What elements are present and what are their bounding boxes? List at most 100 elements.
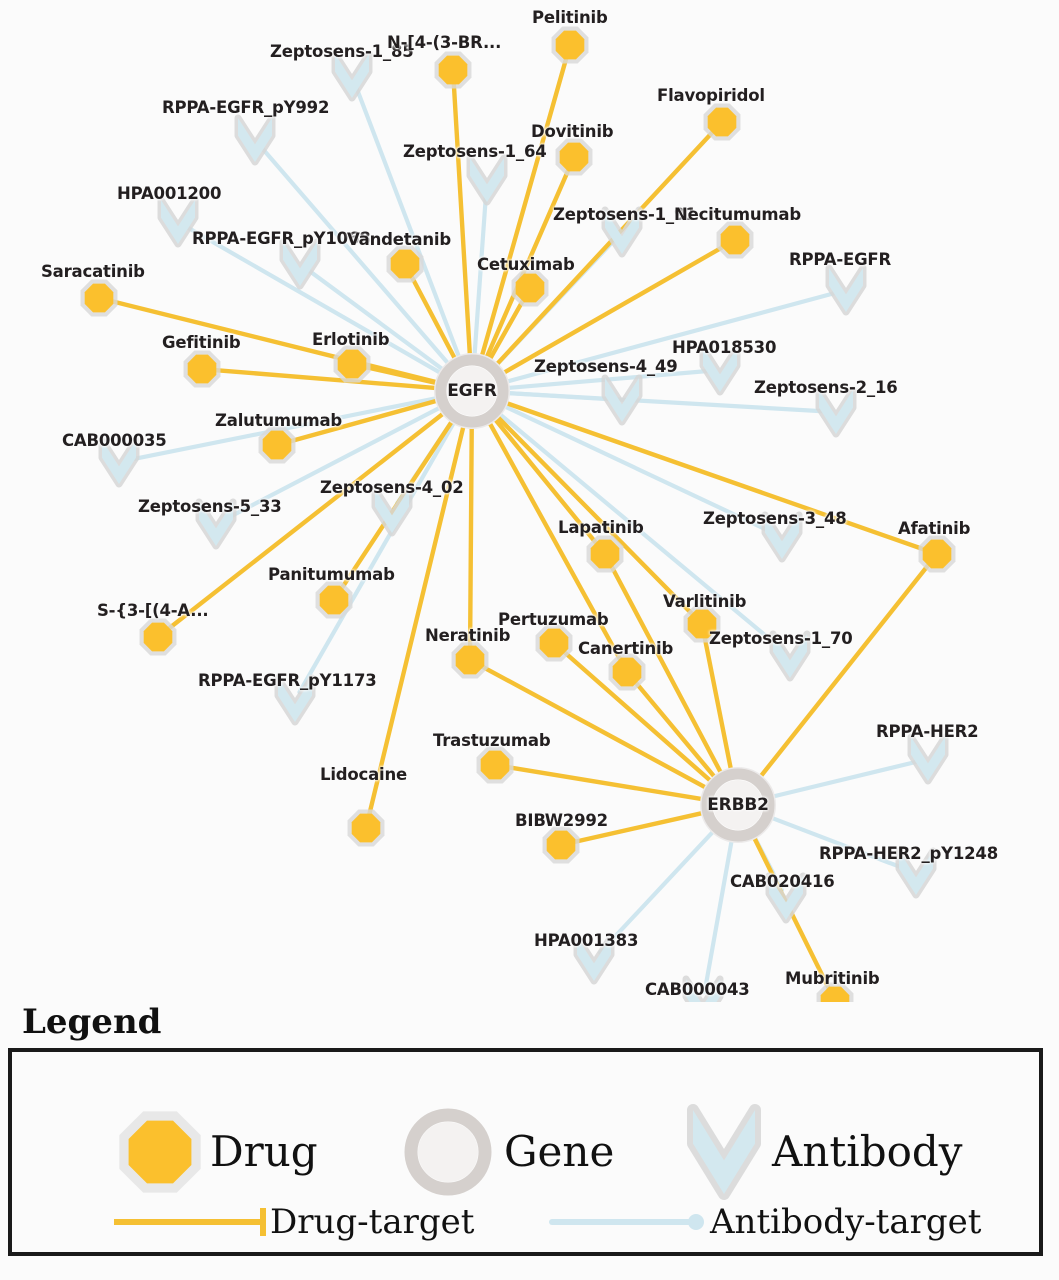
drug-node[interactable]: [183, 350, 221, 388]
antibody-edge: [305, 267, 454, 378]
antibody-node[interactable]: [895, 847, 937, 899]
gene-node[interactable]: [700, 767, 776, 843]
antibody-edge: [183, 224, 452, 381]
antibody-node[interactable]: [195, 498, 237, 550]
legend-gene-ring: [404, 1108, 492, 1196]
legend-gene-interior: [418, 1122, 478, 1182]
antibody-edge: [471, 186, 489, 368]
drug-edge: [483, 297, 526, 369]
drug-node[interactable]: [333, 345, 371, 383]
drug-node[interactable]: [434, 51, 472, 89]
drug-label: Vandetanib: [347, 230, 451, 249]
drug-icon: [187, 354, 217, 384]
antibody-icon: [605, 378, 639, 422]
network-svg: [80, 26, 956, 1027]
antibody-node[interactable]: [825, 264, 867, 316]
drug-label: Flavopiridol: [657, 86, 765, 105]
drug-label: S-{3-[(4-A...: [97, 601, 209, 620]
drug-node[interactable]: [683, 605, 721, 643]
drug-edge: [409, 274, 462, 369]
antibody-node[interactable]: [274, 674, 316, 726]
drug-label: Neratinib: [425, 626, 511, 645]
drug-icon: [707, 107, 737, 137]
drug-label: Varlitinib: [663, 592, 747, 611]
antibody-node[interactable]: [573, 933, 615, 985]
drug-edge: [166, 406, 453, 631]
antibody-edge: [221, 400, 452, 522]
antibody-node[interactable]: [234, 114, 276, 166]
antibody-node[interactable]: [371, 485, 413, 537]
gene-ring: [435, 354, 509, 428]
antibody-node[interactable]: [601, 206, 643, 258]
drug-node[interactable]: [511, 269, 549, 307]
antibody-node[interactable]: [98, 436, 140, 488]
drug-icon: [922, 539, 952, 569]
antibody-label: Zeptosens-1_85: [270, 42, 414, 61]
drug-icon: [687, 609, 717, 639]
drug-label: Cetuximab: [477, 255, 575, 274]
antibody-icon: [911, 737, 945, 781]
drug-node[interactable]: [586, 535, 624, 573]
drug-node[interactable]: [258, 426, 296, 464]
drug-node[interactable]: [139, 618, 177, 656]
drug-node[interactable]: [315, 581, 353, 619]
legend: Legend Drug Gene Antibody Drug-target Antibo…: [0, 1002, 1059, 1280]
antibody-node[interactable]: [157, 196, 199, 248]
legend-title: Legend: [22, 1002, 162, 1042]
antibody-node[interactable]: [601, 374, 643, 426]
antibody-label: Zeptosens-2_16: [754, 378, 898, 397]
drug-label: Afatinib: [898, 519, 971, 538]
legend-svg: [114, 1104, 761, 1236]
antibody-node[interactable]: [699, 344, 741, 396]
antibody-icon: [899, 851, 933, 895]
drug-node[interactable]: [716, 221, 754, 259]
drug-node[interactable]: [703, 103, 741, 141]
legend-antibody-label: Antibody: [772, 1127, 963, 1176]
drug-node[interactable]: [551, 26, 589, 64]
drug-node[interactable]: [535, 624, 573, 662]
drug-node[interactable]: [476, 746, 514, 784]
antibody-icon: [773, 634, 807, 678]
drug-edge: [467, 416, 474, 649]
antibody-edge: [297, 411, 462, 695]
gene-node[interactable]: [434, 353, 510, 429]
antibody-node[interactable]: [279, 238, 321, 290]
drug-label: Canertinib: [578, 639, 674, 658]
drug-label: N-[4-(3-BR...: [387, 33, 502, 52]
antibody-node[interactable]: [466, 154, 508, 206]
antibody-icon: [278, 678, 312, 722]
antibody-edge: [258, 144, 458, 374]
drug-node[interactable]: [386, 245, 424, 283]
antibody-label: RPPA-HER2_pY1248: [819, 844, 998, 863]
drug-node[interactable]: [80, 279, 118, 317]
antibody-edge: [598, 821, 723, 955]
drug-label: Necitumumab: [674, 205, 801, 224]
antibody-node[interactable]: [815, 386, 857, 438]
legend-antibody-edge-circle-marker: [688, 1214, 704, 1230]
drug-edge: [213, 367, 447, 391]
antibody-node[interactable]: [761, 511, 803, 563]
drug-edge: [477, 56, 569, 367]
drug-node[interactable]: [918, 535, 956, 573]
drug-node[interactable]: [608, 653, 646, 691]
drug-node[interactable]: [542, 826, 580, 864]
antibody-label: RPPA-EGFR_pY1173: [198, 671, 377, 690]
drug-edge: [483, 413, 623, 662]
antibody-edge: [125, 394, 449, 463]
drug-icon: [555, 30, 585, 60]
antibody-node[interactable]: [765, 872, 807, 924]
legend-gene-label: Gene: [504, 1127, 615, 1176]
antibody-node[interactable]: [907, 733, 949, 785]
drug-label: Panitumumab: [268, 565, 395, 584]
drug-node[interactable]: [555, 138, 593, 176]
gene-ring: [701, 768, 775, 842]
drug-node[interactable]: [347, 809, 385, 847]
drug-edge: [753, 562, 931, 786]
drug-icon: [337, 349, 367, 379]
antibody-edge: [761, 759, 922, 801]
antibody-node[interactable]: [769, 630, 811, 682]
antibody-icon: [161, 200, 195, 244]
drug-node[interactable]: [451, 641, 489, 679]
antibody-node[interactable]: [331, 50, 373, 102]
